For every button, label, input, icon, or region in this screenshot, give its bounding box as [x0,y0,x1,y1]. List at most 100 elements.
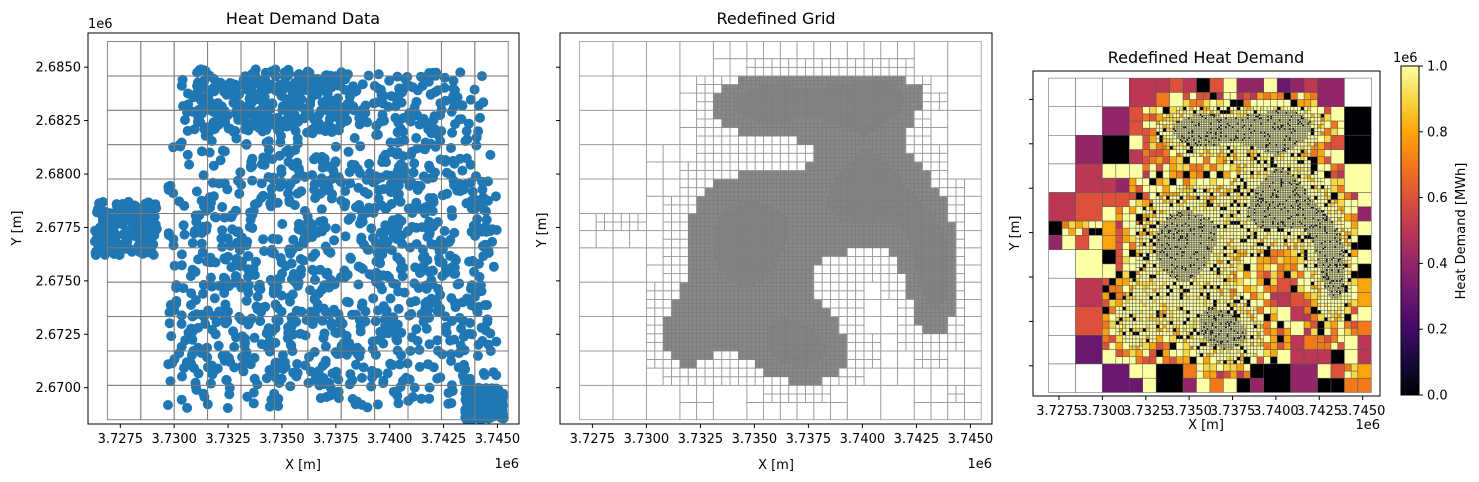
refined-cell [811,350,815,354]
refined-cell [725,239,729,242]
refined-cell [771,236,775,240]
refined-cell [725,247,729,251]
refined-cell [798,361,802,365]
refined-cell [721,342,727,347]
refined-cell [746,107,750,111]
refined-cell [742,320,748,326]
refined-cell [696,350,702,356]
refined-cell [746,95,750,98]
refined-cell [696,204,702,210]
refined-cell [742,183,748,188]
data-point [247,175,258,186]
refined-cell [801,327,804,330]
data-point [244,221,255,232]
refined-cell [731,236,735,240]
refined-cell [750,236,754,240]
refined-cell [721,183,727,188]
refined-cell [755,196,760,201]
refined-cell [807,355,810,358]
refined-cell [757,88,760,92]
refined-cell [767,264,771,268]
refined-cell [696,299,702,304]
panel2-grid-cells [579,41,982,421]
refined-cell [752,273,756,276]
data-point [394,83,405,94]
refined-cell [725,105,731,111]
refined-cell [759,101,762,105]
refined-cell [662,329,668,334]
refined-cell [767,99,771,102]
refined-cell [811,340,815,343]
refined-cell [775,105,779,109]
refined-cell [765,247,768,251]
refined-cell [740,217,743,221]
refined-cell [805,372,810,377]
refined-cell [752,215,756,218]
refined-cell [755,342,760,347]
refined-cell [696,333,702,339]
refined-cell [759,178,764,184]
refined-cell [715,228,718,231]
refined-cell [752,277,756,281]
refined-cell [769,344,773,347]
refined-cell [734,223,737,227]
refined-cell [738,355,743,360]
refined-cell [667,316,672,322]
data-point [355,218,365,229]
refined-cell [750,277,754,281]
refined-cell [708,239,714,244]
refined-cell [742,239,745,242]
data-point [286,258,297,269]
refined-cell [713,97,718,102]
coarse-cell [662,350,672,360]
refined-cell [763,282,768,287]
data-point [426,239,437,249]
data-point [425,89,436,100]
refined-cell [744,110,748,113]
refined-cell [704,187,710,193]
refined-cell [692,333,697,339]
refined-cell [750,204,754,208]
refined-cell [738,118,743,124]
refined-cell [740,245,743,249]
data-point [381,310,392,321]
refined-cell [771,245,775,249]
data-point [165,180,176,191]
refined-cell [807,357,810,360]
refined-cell [715,256,718,259]
coarse-cell [646,350,656,360]
refined-cell [679,329,685,334]
data-point [472,350,483,361]
refined-cell [744,200,748,203]
coarse-cell [679,92,698,111]
refined-cell [775,273,781,279]
refined-cell [794,361,798,365]
data-point [193,368,204,379]
refined-cell [723,262,727,266]
refined-cell [761,217,764,221]
refined-cell [717,221,720,225]
refined-cell [775,88,779,92]
data-point [430,297,441,308]
refined-cell [792,307,798,313]
refined-cell [807,361,810,365]
refined-cell [725,282,731,287]
refined-cell [683,342,689,347]
data-point [450,268,461,279]
refined-cell [750,213,754,216]
refined-cell [769,269,773,272]
refined-cell [778,90,781,94]
data-point [366,223,377,234]
refined-cell [740,105,743,109]
refined-cell [759,282,764,287]
refined-cell [775,226,779,229]
refined-cell [679,294,685,300]
refined-cell [750,251,754,255]
refined-cell [727,251,731,255]
refined-cell [786,322,789,326]
refined-cell [771,75,777,81]
data-point [368,232,378,243]
refined-cell [734,254,737,257]
refined-cell [719,217,722,221]
refined-cell [750,284,754,287]
